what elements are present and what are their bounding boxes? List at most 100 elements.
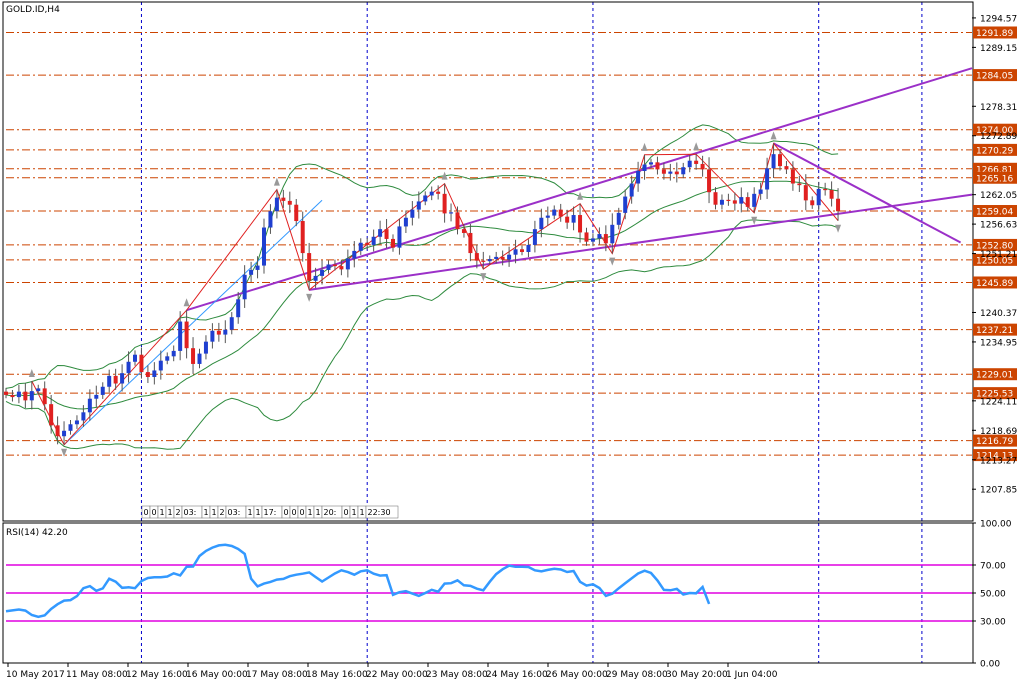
price-level-tag (973, 205, 1017, 218)
bear-candle (461, 229, 466, 233)
bull-candle (352, 250, 357, 259)
bear-candle (391, 238, 395, 248)
time-grid-label: 22:30 (368, 508, 391, 517)
fractal-down-marker (480, 273, 487, 282)
bull-candle (152, 370, 157, 377)
bull-candle (752, 193, 757, 207)
price-level-tag (973, 449, 1017, 462)
bear-candle (474, 253, 479, 261)
price-level-tag (973, 143, 1017, 156)
time-grid-label: 0 (284, 508, 289, 517)
bull-candle (526, 244, 531, 252)
price-level-label: 1270.29 (976, 146, 1013, 156)
bull-candle (242, 274, 247, 300)
time-axis-label: 1 Jun 04:00 (726, 670, 778, 680)
bull-candle (816, 188, 821, 206)
time-axis-label: 29 May 08:00 (606, 670, 668, 680)
bull-candle (597, 234, 602, 239)
bull-candle (107, 375, 112, 387)
rsi-line (5, 543, 711, 619)
trend-lines[interactable] (63, 67, 973, 446)
bull-candle (416, 201, 421, 210)
bear-candle (694, 160, 699, 164)
price-level-tag (973, 276, 1017, 289)
bull-candle (668, 171, 673, 174)
bull-candle (649, 162, 653, 165)
time-grid-label: 1 (160, 508, 165, 517)
time-grid-label: 20: (324, 508, 337, 517)
lower-trend-line[interactable] (309, 193, 973, 291)
price-level-label: 1237.21 (976, 326, 1013, 336)
time-axis-label: 18 May 16:00 (306, 670, 368, 680)
bear-candle (113, 375, 118, 384)
time-axis-label: 10 May 2017 (6, 670, 65, 680)
rsi-panel: 100.00 70.00 50.00 30.00 0.00 (5, 520, 1012, 670)
bear-candle (707, 169, 712, 193)
bear-candle (603, 234, 608, 244)
price-level-label: 1245.89 (976, 279, 1013, 289)
time-axis-label: 22 May 00:00 (366, 670, 428, 680)
bull-candle (758, 189, 763, 194)
bull-candle (262, 227, 266, 266)
bear-candle (778, 154, 782, 167)
bear-candle (732, 200, 737, 204)
bull-candle (610, 224, 615, 244)
upper-trend-line[interactable] (186, 67, 973, 312)
bull-candle (719, 199, 724, 205)
rsi-axis-label: 30.00 (980, 618, 1006, 628)
bull-candle (642, 164, 647, 172)
bear-candle (803, 185, 808, 201)
bear-candle (700, 163, 705, 170)
time-grid-label: 1 (308, 508, 313, 517)
thin-trend-line[interactable] (63, 199, 323, 446)
bollinger-bands (5, 124, 839, 450)
bear-candle (55, 425, 60, 437)
time-axis-label: 30 May 20:00 (666, 670, 728, 680)
price-level-lines[interactable] (6, 31, 972, 456)
bull-candle (126, 361, 131, 374)
bull-candle (636, 171, 641, 184)
bear-candle (191, 348, 196, 364)
bear-candle (216, 330, 221, 335)
bear-candle (829, 190, 834, 199)
bull-candle (133, 354, 137, 362)
price-level-label: 1216.79 (976, 437, 1013, 447)
bear-candle (184, 321, 189, 349)
time-axis-label: 12 May 16:00 (126, 670, 188, 680)
time-grid-cell (365, 505, 399, 519)
time-grid-label: 0 (144, 508, 149, 517)
bull-candle (203, 341, 208, 354)
bull-candle (36, 388, 41, 392)
axis-tick-label: 1289.15 (980, 44, 1017, 54)
fractal-up-marker (183, 298, 190, 307)
time-grid-label: 17: (264, 508, 277, 517)
bear-candle (810, 200, 815, 206)
bull-candle (223, 329, 228, 335)
bull-candle (571, 215, 576, 223)
price-level-tag (973, 238, 1017, 251)
price-level-tag (973, 368, 1017, 381)
time-grid-label: 1 (204, 508, 209, 517)
bollinger-upper-band (5, 124, 839, 389)
bull-candle (358, 242, 363, 251)
bull-candle (255, 265, 260, 270)
bull-candle (29, 391, 34, 401)
bull-candle (378, 229, 383, 237)
descending-trend-line[interactable] (773, 142, 962, 244)
bear-candle (823, 188, 828, 191)
bull-candle (229, 317, 234, 330)
chart-title: GOLD.ID,H4 (6, 5, 60, 15)
price-level-label: 1265.16 (976, 174, 1013, 184)
bollinger-lower-band (5, 219, 839, 450)
bear-candle (384, 229, 389, 239)
price-level-tag (973, 253, 1017, 266)
bull-candle (539, 217, 544, 230)
bull-candle (178, 321, 183, 351)
fractal-down-marker (609, 257, 616, 266)
time-axis-label: 23 May 08:00 (426, 670, 488, 680)
bear-candle (365, 242, 370, 245)
axis-tick-label: 1262.05 (980, 191, 1017, 201)
